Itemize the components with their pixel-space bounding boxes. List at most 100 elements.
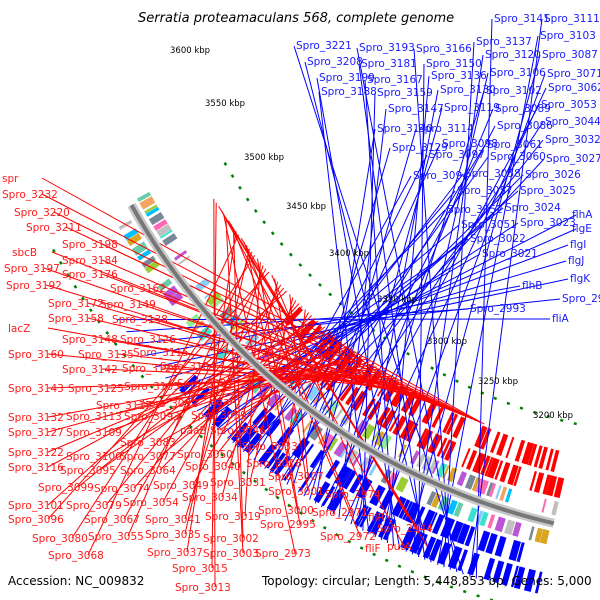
gene-label[interactable]: Spro_3124 bbox=[122, 363, 178, 375]
gene-label[interactable]: Spro_3149 bbox=[100, 299, 156, 311]
gene-label[interactable]: Spro_3055 bbox=[88, 531, 144, 543]
gene-label[interactable]: Spro_3162 bbox=[110, 283, 166, 295]
gene-label[interactable]: Spro_3002 bbox=[203, 533, 259, 545]
gene-label[interactable]: Spro_3034 bbox=[182, 492, 238, 504]
gene-label[interactable]: Spro_3018 bbox=[246, 458, 302, 470]
gene-label[interactable]: Spro_3129 bbox=[392, 142, 448, 154]
gene-label[interactable]: Spro_3113 bbox=[66, 411, 122, 423]
gene-label[interactable]: Spro_2995 bbox=[260, 519, 316, 531]
gene-label[interactable]: Spro_3138 bbox=[112, 314, 168, 326]
gene-label[interactable]: Spro_3099 bbox=[38, 482, 94, 494]
gene-label[interactable]: Spro_3093 bbox=[124, 411, 180, 423]
gene-label[interactable]: Spro_2974 bbox=[325, 489, 381, 501]
gene-label[interactable]: Spro_3083 bbox=[120, 437, 176, 449]
gene-label[interactable]: Spro_3103 bbox=[540, 30, 596, 42]
gene-label[interactable]: Spro_3035 bbox=[145, 529, 201, 541]
gene-label[interactable]: Spro_3098 bbox=[442, 138, 498, 150]
gene-label[interactable]: Spro_3015 bbox=[172, 563, 228, 575]
gene-label[interactable]: Spro_3184 bbox=[62, 255, 118, 267]
gene-label[interactable]: Spro_3068 bbox=[48, 550, 104, 562]
gene-label[interactable]: Spro_3025 bbox=[520, 185, 576, 197]
gene-label[interactable]: paaA bbox=[210, 396, 238, 408]
gene-label[interactable]: Spro_3007 bbox=[268, 471, 324, 483]
gene-label[interactable]: spr bbox=[2, 173, 19, 185]
gene-label[interactable]: Spro_3092 bbox=[142, 398, 198, 410]
gene-label[interactable]: Spro_3067 bbox=[84, 514, 140, 526]
gene-label[interactable]: Spro_3122 bbox=[8, 447, 64, 459]
gene-label[interactable]: lacZ bbox=[8, 323, 30, 335]
gene-label[interactable]: Spro_3105 bbox=[124, 381, 180, 393]
gene-label[interactable]: Spro_3084 bbox=[177, 378, 233, 390]
gene-label[interactable]: Spro_3062 bbox=[548, 82, 600, 94]
gene-label[interactable]: Spro_3026 bbox=[525, 169, 581, 181]
gene-label[interactable]: Spro_3000 bbox=[258, 505, 314, 517]
gene-label[interactable]: Spro_3031 bbox=[210, 477, 266, 489]
gene-label[interactable]: Spro_3135 bbox=[78, 349, 134, 361]
gene-label[interactable]: fliF bbox=[365, 543, 381, 555]
gene-label[interactable]: Spro_3053 bbox=[541, 99, 597, 111]
gene-label[interactable]: Spro_3116 bbox=[8, 462, 64, 474]
gene-label[interactable]: Spro_3064 bbox=[120, 465, 176, 477]
gene-label[interactable]: Spro_3136 bbox=[431, 70, 487, 82]
gene-label[interactable]: Spro_3033 bbox=[242, 441, 298, 453]
gene-label[interactable]: Spro_3199 bbox=[319, 72, 375, 84]
gene-label[interactable]: Spro_3188 bbox=[321, 86, 377, 98]
gene-label[interactable]: Spro_3089 bbox=[495, 103, 551, 115]
gene-label[interactable]: Spro_3115 bbox=[133, 347, 189, 359]
gene-label[interactable]: Spro_3059 bbox=[191, 410, 247, 422]
gene-label[interactable]: Spro_3094 bbox=[413, 170, 469, 182]
gene-label[interactable]: Spro_3096 bbox=[8, 514, 64, 526]
gene-label[interactable]: Spro_3023 bbox=[520, 217, 576, 229]
gene-label[interactable]: flhB bbox=[522, 280, 542, 292]
gene-label[interactable]: Spro_2973 bbox=[255, 548, 311, 560]
gene-label[interactable]: Spro_3101 bbox=[8, 500, 64, 512]
gene-label[interactable]: Spro_3087 bbox=[542, 49, 598, 61]
gene-label[interactable]: Spro_3137 bbox=[476, 36, 532, 48]
gene-label[interactable]: Spro_3044 bbox=[545, 116, 600, 128]
gene-label[interactable]: Spro_3166 bbox=[416, 43, 472, 55]
gene-label[interactable]: Spro_3077 bbox=[120, 451, 176, 463]
gene-label[interactable]: fliA bbox=[552, 313, 570, 325]
gene-label[interactable]: Spro_3071 bbox=[547, 68, 600, 80]
gene-label[interactable]: Spro_3040 bbox=[185, 461, 241, 473]
gene-label[interactable]: Spro_3150 bbox=[426, 58, 482, 70]
gene-label[interactable]: flgI bbox=[570, 239, 586, 251]
gene-label[interactable]: Spro_3049 bbox=[153, 480, 209, 492]
gene-label[interactable]: Spro_3097 bbox=[429, 149, 485, 161]
gene-label[interactable]: Spro_3109 bbox=[66, 427, 122, 439]
gene-label[interactable]: Spro_3140 bbox=[377, 123, 433, 135]
gene-label[interactable]: sbcB bbox=[12, 247, 37, 259]
gene-label[interactable]: Spro_3046 bbox=[210, 425, 266, 437]
gene-label[interactable]: Spro_3147 bbox=[388, 103, 444, 115]
gene-label[interactable]: flgJ bbox=[568, 255, 584, 267]
gene-label[interactable]: Spro_2971 bbox=[312, 507, 368, 519]
gene-label[interactable]: Spro_3080 bbox=[32, 533, 88, 545]
gene-label[interactable]: Spro_3032 bbox=[545, 134, 600, 146]
gene-label[interactable]: Spro_3221 bbox=[296, 40, 352, 52]
gene-label[interactable]: Spro_3130 bbox=[440, 84, 496, 96]
gene-label[interactable]: flgE bbox=[572, 223, 592, 235]
gene-label[interactable]: Spro_3125 bbox=[68, 383, 124, 395]
gene-label[interactable]: Spro_3220 bbox=[14, 207, 70, 219]
gene-label[interactable]: Spro_3197 bbox=[4, 263, 60, 275]
gene-label[interactable]: Spro_3102 bbox=[486, 85, 542, 97]
gene-label[interactable]: Spro_3208 bbox=[307, 56, 363, 68]
gene-label[interactable]: Spro_3052 bbox=[447, 204, 503, 216]
gene-label[interactable]: Spro_3001 bbox=[268, 486, 324, 498]
gene-label[interactable]: Spro_3024 bbox=[505, 202, 561, 214]
gene-label[interactable]: Spro_3022 bbox=[470, 233, 526, 245]
gene-label[interactable]: Spro_2972 bbox=[320, 531, 376, 543]
gene-label[interactable]: Spro_3148 bbox=[62, 334, 118, 346]
gene-label[interactable]: flhA bbox=[572, 209, 593, 221]
gene-label[interactable]: Spro_3051 bbox=[461, 219, 517, 231]
gene-label[interactable]: Spro_3037 bbox=[147, 547, 203, 559]
gene-label[interactable]: Spro_3181 bbox=[361, 58, 417, 70]
gene-label[interactable]: Spro_3079 bbox=[66, 500, 122, 512]
gene-label[interactable]: Spro_3095 bbox=[60, 465, 116, 477]
gene-label[interactable]: Spro_3120 bbox=[485, 49, 541, 61]
gene-label[interactable]: Spro_3211 bbox=[26, 222, 82, 234]
gene-label[interactable]: Spro_3159 bbox=[377, 87, 433, 99]
gene-label[interactable]: Spro_3021 bbox=[482, 248, 538, 260]
gene-label[interactable]: Spro_3060 bbox=[490, 151, 546, 163]
gene-label[interactable]: Spro_3104 bbox=[160, 361, 216, 373]
